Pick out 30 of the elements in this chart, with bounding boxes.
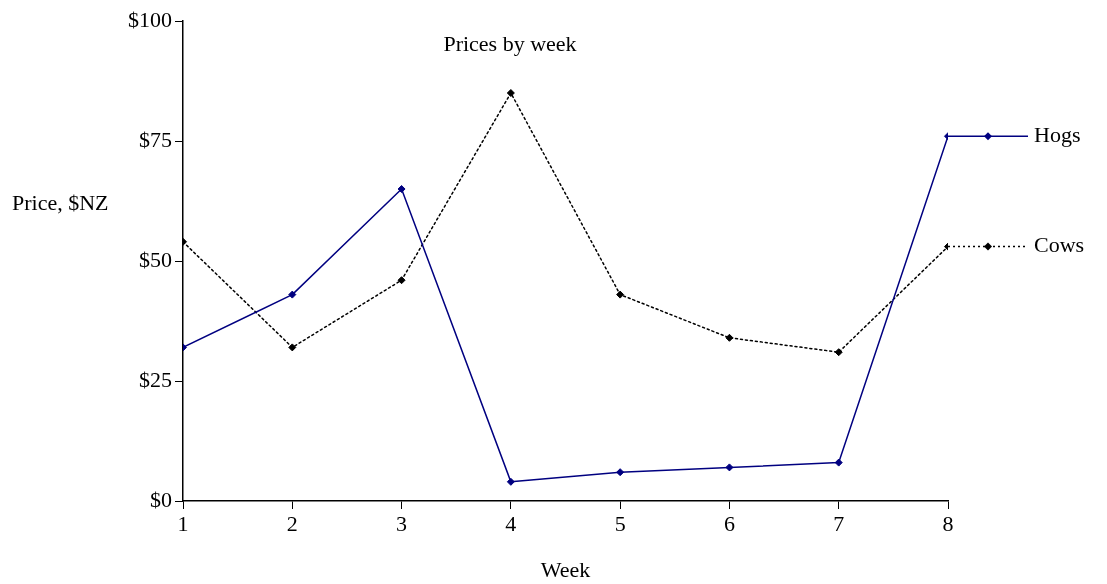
x-tick-label: 5	[614, 510, 626, 536]
point	[506, 477, 515, 486]
point	[616, 468, 625, 477]
point	[834, 458, 843, 467]
point	[397, 185, 406, 193]
x-tick-label: 3	[396, 510, 408, 536]
y-tick-label: $100	[128, 6, 172, 32]
x-axis-title: Week	[540, 556, 591, 582]
y-tick-label: $0	[150, 486, 172, 512]
point	[397, 276, 406, 285]
x-tick-label: 6	[723, 510, 735, 536]
x-tick-label: 7	[833, 510, 845, 536]
y-axis-title: Price, $NZ	[12, 189, 109, 215]
x-tick-label: 8	[942, 510, 954, 536]
legend-label: Hogs	[1034, 121, 1081, 147]
x-tick-label: 1	[177, 510, 189, 536]
chart-title: Prices by week	[443, 30, 577, 56]
x-tick-label: 4	[505, 510, 517, 536]
point	[616, 290, 625, 299]
point	[288, 290, 297, 299]
point	[725, 463, 734, 472]
point	[288, 343, 297, 352]
y-tick-label: $75	[139, 126, 172, 152]
point	[725, 333, 734, 342]
x-tick-label: 2	[286, 510, 298, 536]
point	[834, 348, 843, 357]
point	[506, 89, 515, 97]
y-tick-label: $25	[139, 366, 172, 392]
legend-label: Cows	[1034, 232, 1085, 258]
y-tick-label: $50	[139, 246, 172, 272]
